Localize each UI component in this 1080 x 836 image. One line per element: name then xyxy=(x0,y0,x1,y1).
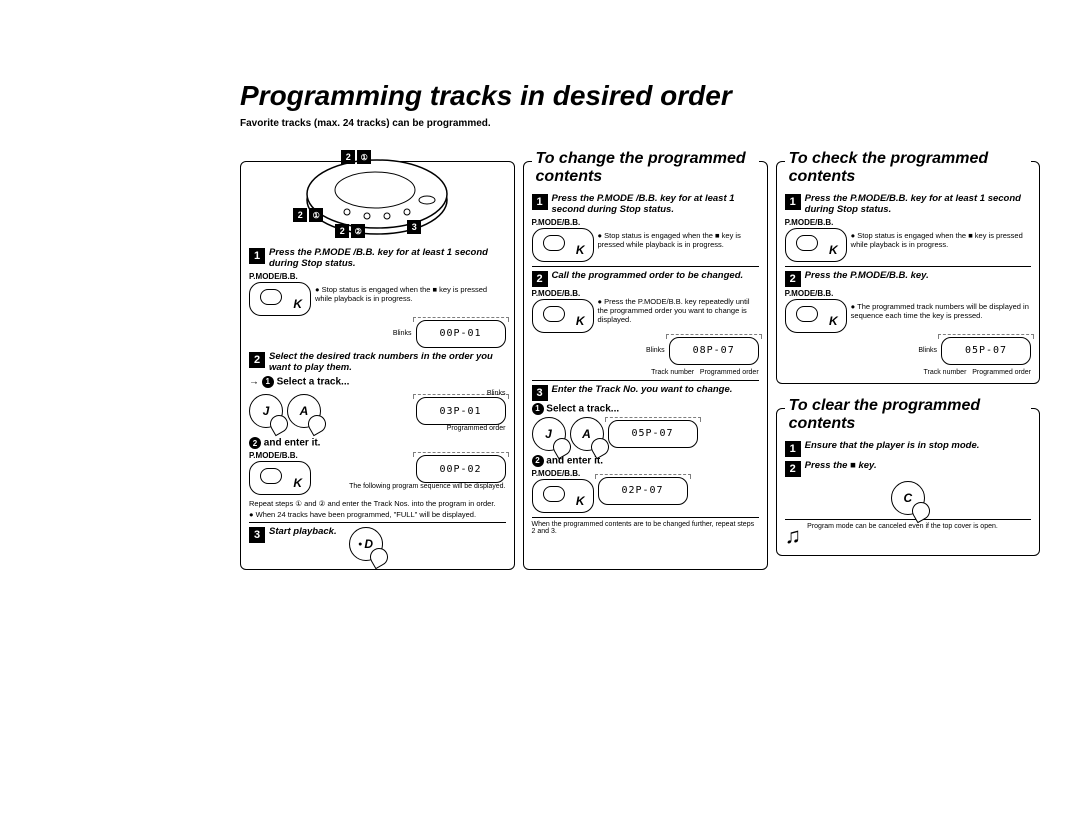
lcd-display: 05P-07 xyxy=(941,337,1031,365)
col-change: To change the programmed contents 1Press… xyxy=(523,161,768,570)
full-note: When 24 tracks have been programmed, "FU… xyxy=(249,510,506,519)
lcd-display: 03P-01 xyxy=(416,397,506,425)
d-button: ●D xyxy=(349,527,383,561)
sub-enter: 2 and enter it. xyxy=(249,437,506,449)
col-right: To check the programmed contents 1Press … xyxy=(776,161,1040,570)
lcd-display: 00P-02 xyxy=(416,455,506,483)
col2-title: To change the programmed contents xyxy=(532,150,759,186)
main-title: Programming tracks in desired order xyxy=(240,80,1040,112)
lcd-display: 05P-07 xyxy=(608,420,698,448)
a-button: A xyxy=(287,394,321,428)
lcd-display: 08P-07 xyxy=(669,337,759,365)
a-button: A xyxy=(570,417,604,451)
cd-player-illustration: 2 ① 2 ① 2 ② 3 xyxy=(297,150,457,240)
j-button: J xyxy=(249,394,283,428)
j-button: J xyxy=(532,417,566,451)
col1-step1: 1 Press the P.MODE /B.B. key for at leas… xyxy=(249,248,506,270)
col3b-note: Program mode can be canceled even if the… xyxy=(807,523,998,531)
c-button: C xyxy=(891,481,925,515)
box-clear: To clear the programmed contents 1Ensure… xyxy=(776,408,1040,556)
pmode-button: K xyxy=(532,299,594,333)
pmode-button: K xyxy=(785,299,847,333)
col3a-title: To check the programmed contents xyxy=(785,150,1031,186)
col3b-title: To clear the programmed contents xyxy=(785,397,1031,433)
lcd-display: 00P-01 xyxy=(416,320,506,348)
sub-select: → 1 Select a track... xyxy=(249,376,506,388)
subtitle: Favorite tracks (max. 24 tracks) can be … xyxy=(240,118,1040,129)
columns: 2 ① 2 ① 2 ② 3 1 Press the P.MODE /B.B. k… xyxy=(240,137,1040,570)
col1-step1-note: Stop status is engaged when the ■ key is… xyxy=(315,285,506,303)
music-note-icon: ♫ xyxy=(785,523,802,549)
pmode-button: K xyxy=(532,228,594,262)
box-check: To check the programmed contents 1Press … xyxy=(776,161,1040,384)
pmode-button: K xyxy=(532,479,594,513)
step-num-1: 1 xyxy=(249,248,265,264)
col1-step3: 3 Start playback. ●D xyxy=(249,527,506,561)
col1-step2: 2 Select the desired track numbers in th… xyxy=(249,352,506,374)
lcd-display: 02P-07 xyxy=(598,477,688,505)
pmode-button: K xyxy=(785,228,847,262)
repeat-note: Repeat steps ① and ② and enter the Track… xyxy=(249,499,506,508)
pmode-button: K xyxy=(249,282,311,316)
pmode-label: P.MODE/B.B. xyxy=(249,272,311,281)
col-programming: 2 ① 2 ① 2 ② 3 1 Press the P.MODE /B.B. k… xyxy=(240,161,515,570)
col2-footer: When the programmed contents are to be c… xyxy=(532,521,759,536)
pmode-button: K xyxy=(249,461,311,495)
